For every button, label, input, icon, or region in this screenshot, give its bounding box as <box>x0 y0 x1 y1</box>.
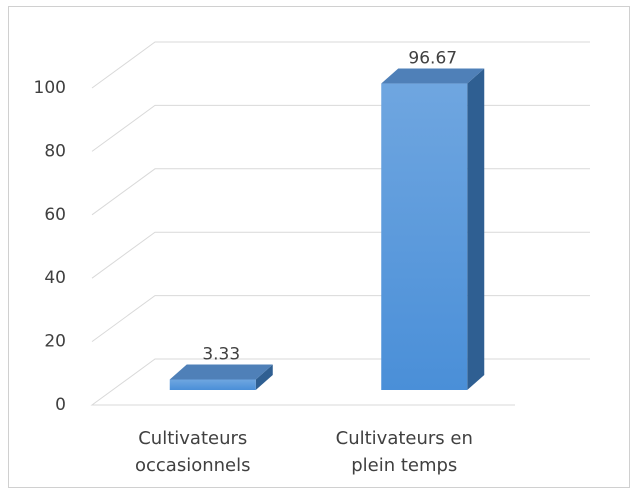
bar <box>169 364 273 390</box>
y-tick-label: 60 <box>44 205 66 225</box>
chart-frame <box>8 6 630 488</box>
y-tick-label: 20 <box>44 332 66 352</box>
grid-line <box>91 231 590 279</box>
bar-top <box>381 68 485 84</box>
data-label: 3.33 <box>202 344 240 364</box>
grid-line <box>91 104 590 152</box>
data-label: 96.67 <box>408 49 457 69</box>
x-tick-label: Cultivateurs en plein temps <box>335 428 473 476</box>
bar-side <box>467 68 485 391</box>
y-tick-label: 40 <box>44 268 66 288</box>
y-tick-label: 100 <box>34 78 66 98</box>
x-tick-label: Cultivateurs occasionnels <box>135 428 251 476</box>
bar-front <box>169 379 256 390</box>
bar-top <box>169 364 273 380</box>
y-tick-label: 0 <box>55 395 66 415</box>
grid-line <box>90 358 590 406</box>
bar-front <box>381 83 468 391</box>
grid-line <box>91 295 590 343</box>
bar <box>381 68 485 391</box>
bar-side <box>255 364 273 390</box>
grid-line <box>91 41 590 89</box>
grid-line <box>91 168 590 216</box>
y-tick-label: 80 <box>44 141 66 161</box>
